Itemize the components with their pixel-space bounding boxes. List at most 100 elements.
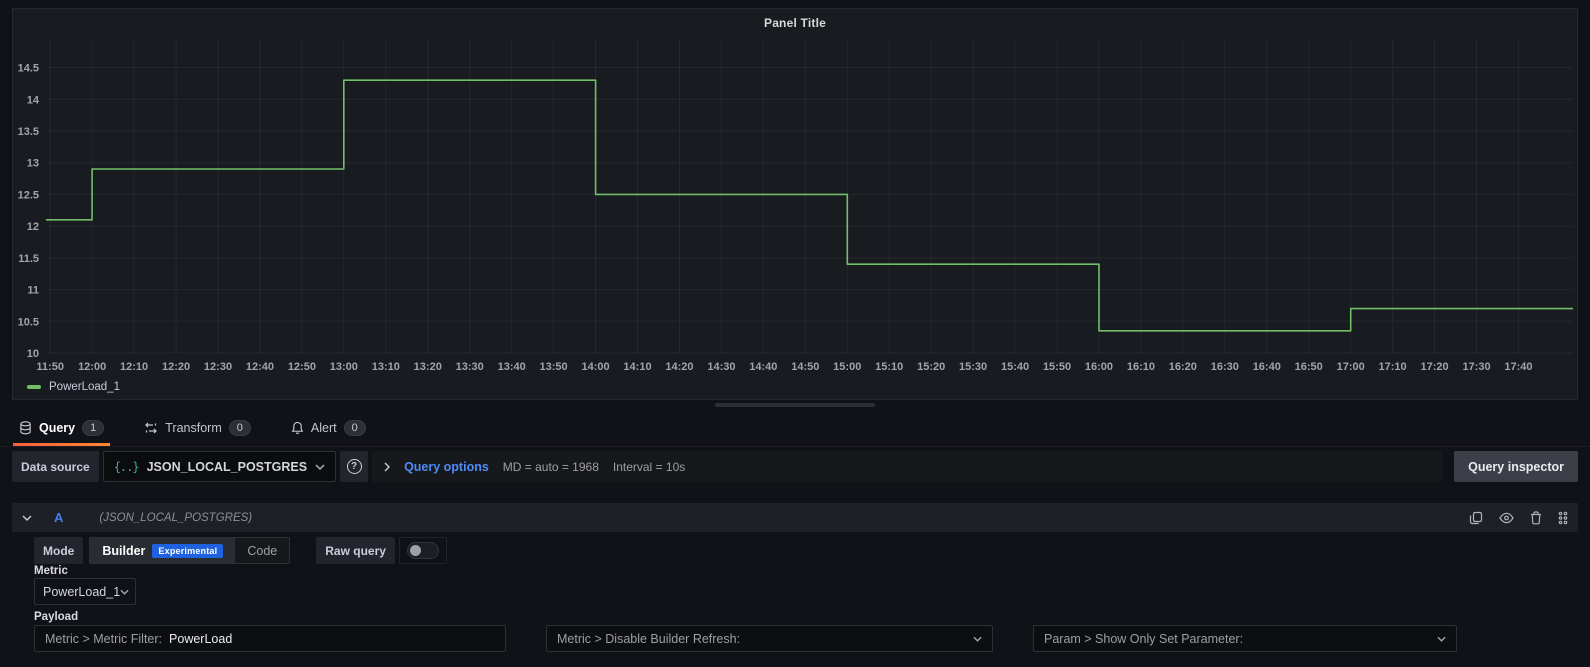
- payload-field-metric-filter[interactable]: Metric > Metric Filter: PowerLoad: [34, 625, 506, 652]
- svg-text:12:10: 12:10: [120, 361, 148, 373]
- tab-transform-label: Transform: [165, 421, 222, 435]
- svg-text:15:40: 15:40: [1001, 361, 1029, 373]
- svg-text:15:50: 15:50: [1043, 361, 1071, 373]
- query-ref-id[interactable]: A: [54, 510, 63, 525]
- svg-text:11: 11: [27, 285, 39, 297]
- mode-code-label: Code: [247, 544, 277, 558]
- query-row-actions: [1469, 511, 1568, 525]
- query-options-md: MD = auto = 1968: [503, 460, 599, 474]
- datasource-label: Data source: [12, 451, 99, 482]
- query-inspector-button[interactable]: Query inspector: [1454, 451, 1578, 482]
- mode-builder-option[interactable]: Builder Experimental: [90, 538, 235, 563]
- duplicate-query-icon[interactable]: [1469, 511, 1483, 525]
- svg-text:10: 10: [27, 348, 39, 360]
- tab-query-label: Query: [39, 421, 75, 435]
- grafana-panel-editor: Panel Title 1010.51111.51212.51313.51414…: [0, 0, 1590, 667]
- editor-tabbar: Query 1 Transform 0 Alert 0: [0, 410, 1590, 447]
- svg-text:14:20: 14:20: [665, 361, 693, 373]
- payload-field-label: Metric > Metric Filter:: [45, 632, 162, 646]
- tab-alert-label: Alert: [311, 421, 337, 435]
- raw-query-toggle[interactable]: [399, 537, 447, 564]
- svg-text:14:30: 14:30: [707, 361, 735, 373]
- payload-field-label: Metric > Disable Builder Refresh:: [557, 632, 740, 646]
- payload-section-label: Payload: [34, 611, 78, 623]
- svg-text:12:30: 12:30: [204, 361, 232, 373]
- json-datasource-icon: {..}: [114, 460, 139, 474]
- svg-text:17:20: 17:20: [1420, 361, 1448, 373]
- mode-label: Mode: [34, 537, 83, 564]
- tab-query-count: 1: [82, 420, 104, 436]
- svg-text:15:20: 15:20: [917, 361, 945, 373]
- chevron-down-icon: [120, 589, 129, 595]
- metric-select[interactable]: PowerLoad_1: [34, 578, 136, 605]
- experimental-badge: Experimental: [152, 544, 223, 558]
- query-options-interval: Interval = 10s: [613, 460, 685, 474]
- query-datasource-hint: (JSON_LOCAL_POSTGRES): [99, 512, 252, 524]
- collapse-chevron-icon[interactable]: [22, 515, 32, 521]
- svg-text:11:50: 11:50: [36, 361, 64, 373]
- tab-transform[interactable]: Transform 0: [138, 410, 257, 446]
- query-options-link[interactable]: Query options: [404, 460, 489, 474]
- toggle-track: [407, 542, 439, 559]
- datasource-name: JSON_LOCAL_POSTGRES: [147, 460, 307, 474]
- svg-text:12.5: 12.5: [18, 189, 39, 201]
- hide-query-eye-icon[interactable]: [1499, 512, 1514, 524]
- payload-field-disable-builder-refresh[interactable]: Metric > Disable Builder Refresh:: [546, 625, 993, 652]
- datasource-help-button[interactable]: ?: [340, 451, 368, 482]
- query-row-header[interactable]: A (JSON_LOCAL_POSTGRES): [12, 503, 1578, 532]
- svg-text:13:30: 13:30: [456, 361, 484, 373]
- svg-text:16:00: 16:00: [1085, 361, 1113, 373]
- svg-text:13:10: 13:10: [372, 361, 400, 373]
- axis-tick-labels: 1010.51111.51212.51313.51414.511:5012:00…: [18, 63, 1533, 373]
- svg-text:14.5: 14.5: [18, 63, 39, 75]
- svg-text:16:10: 16:10: [1127, 361, 1155, 373]
- svg-text:13:00: 13:00: [330, 361, 358, 373]
- transform-icon: [144, 421, 158, 435]
- chevron-down-icon: [1437, 636, 1446, 642]
- panel-resize-handle[interactable]: [715, 403, 875, 407]
- svg-text:13:20: 13:20: [414, 361, 442, 373]
- svg-text:12:40: 12:40: [246, 361, 274, 373]
- chevron-right-icon[interactable]: [384, 462, 390, 472]
- delete-query-trash-icon[interactable]: [1530, 511, 1542, 525]
- metric-select-value: PowerLoad_1: [43, 585, 120, 599]
- svg-text:17:00: 17:00: [1337, 361, 1365, 373]
- svg-text:16:50: 16:50: [1295, 361, 1323, 373]
- payload-field-show-only-set-parameter[interactable]: Param > Show Only Set Parameter:: [1033, 625, 1457, 652]
- svg-text:13:50: 13:50: [540, 361, 568, 373]
- legend-label: PowerLoad_1: [49, 381, 120, 393]
- mode-radio-group: Builder Experimental Code: [89, 537, 290, 564]
- datasource-picker[interactable]: {..} JSON_LOCAL_POSTGRES: [103, 451, 336, 482]
- mode-row: Mode Builder Experimental Code Raw query: [34, 537, 447, 564]
- toggle-knob: [410, 545, 421, 556]
- svg-text:16:20: 16:20: [1169, 361, 1197, 373]
- query-options-bar: Query options MD = auto = 1968 Interval …: [372, 451, 1442, 482]
- svg-text:11.5: 11.5: [18, 253, 39, 265]
- database-icon: [19, 421, 32, 435]
- payload-field-label: Param > Show Only Set Parameter:: [1044, 632, 1243, 646]
- timeseries-chart[interactable]: 1010.51111.51212.51313.51414.511:5012:00…: [13, 9, 1577, 399]
- svg-text:15:10: 15:10: [875, 361, 903, 373]
- series-path-PowerLoad_1: [46, 80, 1573, 331]
- svg-text:16:40: 16:40: [1253, 361, 1281, 373]
- svg-text:13:40: 13:40: [498, 361, 526, 373]
- drag-handle-icon[interactable]: [1558, 511, 1568, 525]
- metric-section-label: Metric: [34, 565, 68, 577]
- mode-builder-label: Builder: [102, 544, 145, 558]
- tab-query[interactable]: Query 1: [13, 410, 110, 446]
- mode-code-option[interactable]: Code: [235, 538, 289, 563]
- tab-alert[interactable]: Alert 0: [285, 410, 372, 446]
- svg-text:14:50: 14:50: [791, 361, 819, 373]
- svg-text:14:40: 14:40: [749, 361, 777, 373]
- legend-item-powerload1[interactable]: PowerLoad_1: [27, 381, 120, 393]
- svg-text:13.5: 13.5: [18, 126, 39, 138]
- svg-text:13: 13: [27, 158, 39, 170]
- svg-text:17:10: 17:10: [1379, 361, 1407, 373]
- tab-alert-count: 0: [344, 420, 366, 436]
- raw-query-label: Raw query: [316, 537, 395, 564]
- chevron-down-icon: [973, 636, 982, 642]
- svg-text:12:20: 12:20: [162, 361, 190, 373]
- svg-text:15:30: 15:30: [959, 361, 987, 373]
- bell-icon: [291, 421, 304, 435]
- svg-text:17:40: 17:40: [1504, 361, 1532, 373]
